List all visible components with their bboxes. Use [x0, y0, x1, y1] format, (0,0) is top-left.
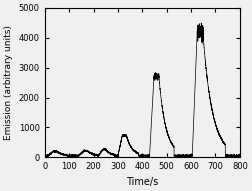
Y-axis label: Emission (arbitrary units): Emission (arbitrary units)	[4, 25, 13, 140]
X-axis label: Time/s: Time/s	[126, 177, 159, 187]
